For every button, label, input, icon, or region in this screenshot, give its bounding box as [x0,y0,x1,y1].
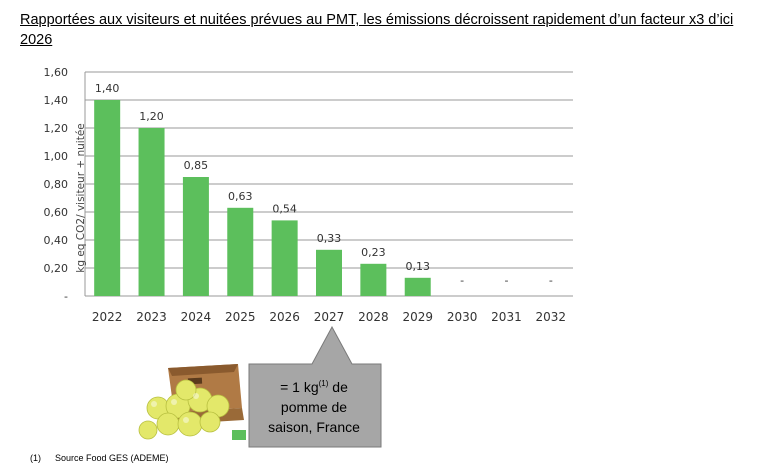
data-label-2022: 1,40 [95,82,120,95]
y-tick-label: 1,20 [44,122,69,135]
x-tick-label-2026: 2026 [269,310,300,324]
x-tick-label-2031: 2031 [491,310,522,324]
y-axis-label: kg eq CO2/ visiteur + nuitée [75,123,87,273]
x-tick-labels: 2022 2023 2024 2025 2026 2027 2028 2029 2030 2031… [92,310,566,324]
callout-footnote-ref: (1) [318,379,329,388]
bar-2024 [182,177,209,296]
bars [94,100,431,296]
data-labels: 1,40 1,20 0,85 0,63 0,54 0,33 0,23 0,13 - - - [95,82,553,287]
bar-2028 [360,263,387,296]
data-label-2030: - [460,274,464,287]
x-tick-label-2024: 2024 [181,310,212,324]
y-tick-labels: - 0,20 0,40 0,60 0,80 1,00 1,20 1,40 1,60 [44,66,69,303]
x-tick-label-2025: 2025 [225,310,256,324]
data-label-2029: 0,13 [405,260,430,273]
y-tick-label: 0,40 [44,234,69,247]
bar-2027 [316,249,342,296]
bar-2022 [94,100,121,296]
callout-box [248,326,382,448]
x-tick-label-2022: 2022 [92,310,123,324]
data-label-2026: 0,54 [272,202,297,215]
data-label-2031: - [504,274,508,287]
callout-line2: pomme de [280,399,348,415]
x-tick-label-2030: 2030 [447,310,478,324]
bar-2029 [404,277,431,296]
y-tick-label: 1,40 [44,94,69,107]
callout-line1-suffix: de [328,379,348,395]
y-tick-label: - [64,290,68,303]
data-label-2027: 0,33 [317,232,342,245]
y-tick-label: 1,00 [44,150,69,163]
data-label-2024: 0,85 [184,159,209,172]
x-tick-label-2028: 2028 [358,310,389,324]
data-label-2028: 0,23 [361,246,386,259]
y-tick-label: 1,60 [44,66,69,79]
footnote-mark: (1) [30,453,41,463]
callout-line3: saison, France [268,419,360,435]
bar-2026 [271,220,298,296]
chart-title: Rapportées aux visiteurs et nuitées prév… [20,12,734,48]
y-tick-label: 0,80 [44,178,69,191]
data-label-2032: - [549,274,553,287]
y-tick-label: 0,60 [44,206,69,219]
x-tick-label-2027: 2027 [314,310,345,324]
callout-text: = 1 kg(1) de pomme de saison, France [250,374,378,437]
bar-2025 [227,207,254,296]
x-tick-label-2032: 2032 [536,310,567,324]
bar-2023 [138,128,165,296]
callout-line1-prefix: = 1 kg [280,379,319,395]
x-tick-label-2023: 2023 [136,310,167,324]
data-label-2025: 0,63 [228,190,253,203]
x-tick-label-2029: 2029 [402,310,433,324]
data-label-2023: 1,20 [139,110,164,123]
apple-crate-image [138,364,246,440]
footnote-text: Source Food GES (ADEME) [55,453,169,463]
gridlines [84,71,573,297]
y-tick-label: 0,20 [44,262,69,275]
footnote: (1) Source Food GES (ADEME) [30,453,169,463]
